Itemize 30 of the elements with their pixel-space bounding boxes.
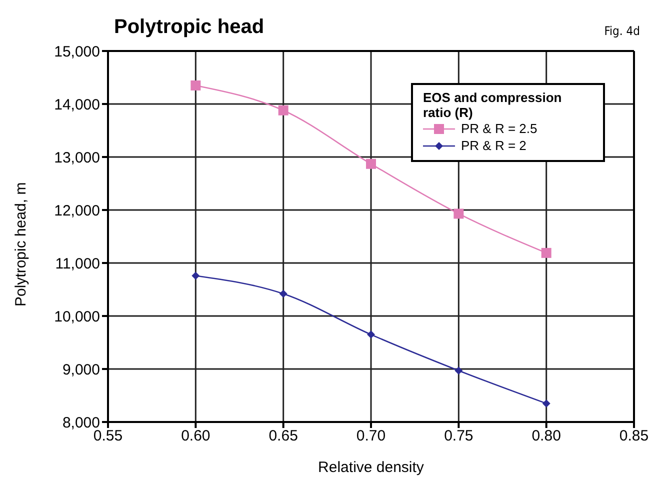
point	[190, 80, 201, 90]
x-tick-label: 0.65	[268, 428, 298, 445]
y-tick-label: 9,000	[62, 361, 100, 378]
y-tick-label: 13,000	[54, 149, 100, 166]
y-tick-label: 11,000	[55, 255, 100, 272]
x-tick-label: 0.85	[619, 428, 649, 445]
point	[542, 399, 550, 408]
point	[192, 272, 200, 280]
point	[541, 248, 552, 258]
x-tick-label: 0.75	[444, 428, 474, 445]
point	[454, 366, 463, 375]
y-axis-title: Polytropic head, m	[12, 182, 30, 306]
y-tick-label: 10,000	[54, 308, 100, 326]
point	[366, 158, 376, 169]
point	[367, 330, 375, 339]
x-tick-label: 0.60	[181, 428, 210, 445]
point	[279, 290, 288, 298]
legend-label: PR & R = 2.5	[461, 120, 538, 137]
chart-title: Polytropic head	[114, 16, 264, 39]
caption: Fig. 4d	[604, 24, 640, 38]
y-tick-label: 15,000	[54, 43, 100, 60]
y-tick-label: 14,000	[54, 96, 100, 114]
point	[278, 105, 288, 116]
legend-label: PR & R = 2	[461, 137, 526, 154]
x-axis-title: Relative density	[318, 459, 424, 476]
legend-title: EOS and compression ratio (R)	[423, 90, 563, 120]
x-tick-label: 0.80	[532, 428, 561, 445]
y-tick-label: 12,000	[54, 202, 100, 220]
point	[454, 208, 464, 219]
x-tick-label: 0.70	[356, 428, 386, 445]
